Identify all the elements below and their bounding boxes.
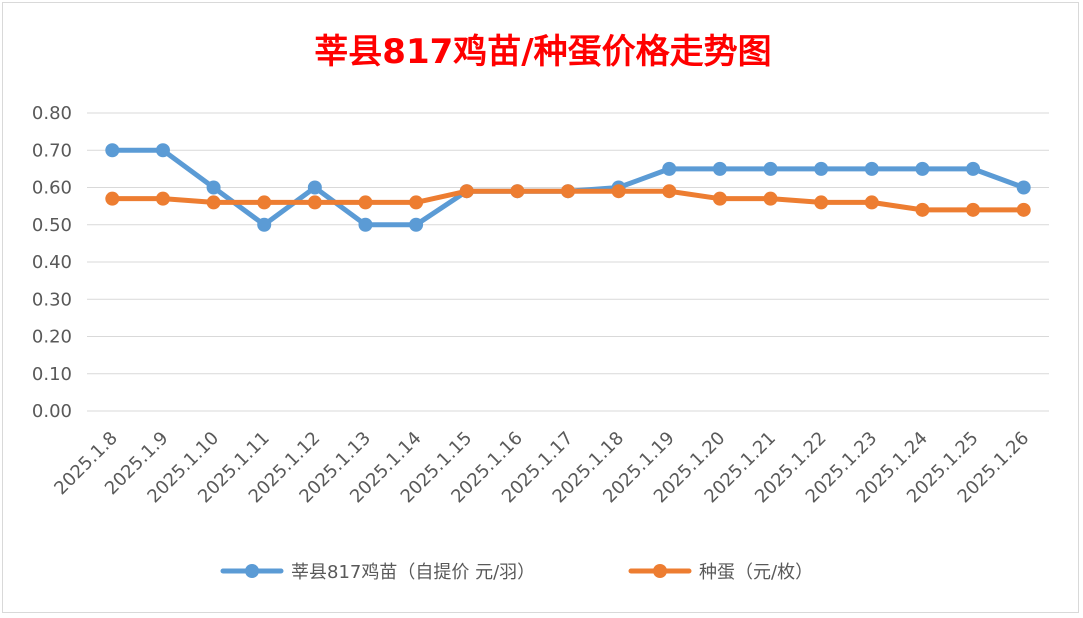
data-point	[105, 143, 120, 158]
data-point	[712, 191, 727, 206]
data-point	[966, 202, 981, 217]
chart-title: 莘县817鸡苗/种蛋价格走势图	[314, 32, 771, 72]
series-2	[105, 184, 1031, 217]
x-axis-ticks: 2025.1.82025.1.92025.1.102025.1.112025.1…	[50, 428, 1033, 508]
data-point	[763, 191, 778, 206]
data-point	[257, 195, 272, 210]
data-point	[358, 217, 373, 232]
y-tick-label: 0.30	[32, 289, 72, 310]
legend-label: 莘县817鸡苗（自提价 元/羽）	[291, 562, 535, 583]
y-tick-label: 0.60	[32, 178, 72, 199]
y-tick-label: 0.80	[32, 103, 72, 124]
data-point	[611, 184, 626, 199]
line-chart: 莘县817鸡苗/种蛋价格走势图 0.00 0.10 0.20 0.30 0.40 0.50…	[32, 32, 1049, 583]
data-point	[814, 161, 829, 176]
legend-label: 种蛋（元/枚）	[699, 562, 813, 583]
data-point	[510, 184, 525, 199]
data-point	[915, 161, 930, 176]
data-point	[307, 195, 322, 210]
data-point	[409, 195, 424, 210]
legend: 莘县817鸡苗（自提价 元/羽） 种蛋（元/枚）	[220, 562, 813, 583]
data-point	[257, 217, 272, 232]
data-point	[358, 195, 373, 210]
data-point	[864, 161, 879, 176]
data-point	[206, 180, 221, 195]
y-tick-label: 0.40	[32, 252, 72, 273]
data-point	[459, 184, 474, 199]
data-point	[864, 195, 879, 210]
data-point	[105, 191, 120, 206]
data-point	[763, 161, 778, 176]
data-point	[662, 161, 677, 176]
data-point	[155, 143, 170, 158]
y-tick-label: 0.70	[32, 140, 72, 161]
legend-marker	[245, 564, 259, 578]
data-point	[307, 180, 322, 195]
y-tick-label: 0.10	[32, 364, 72, 385]
data-point	[662, 184, 677, 199]
data-point	[966, 161, 981, 176]
legend-item: 莘县817鸡苗（自提价 元/羽）	[220, 562, 535, 583]
data-point	[814, 195, 829, 210]
gridlines	[87, 112, 1049, 412]
data-point	[1016, 180, 1031, 195]
y-axis-ticks: 0.00 0.10 0.20 0.30 0.40 0.50 0.60 0.70 0.80	[32, 103, 72, 422]
y-tick-label: 0.00	[32, 401, 72, 422]
legend-item: 种蛋（元/枚）	[628, 562, 813, 583]
data-point	[915, 202, 930, 217]
series-lines	[105, 143, 1031, 232]
data-point	[561, 184, 575, 199]
data-point	[206, 195, 221, 210]
data-point	[1016, 202, 1031, 217]
y-tick-label: 0.50	[32, 215, 72, 236]
data-point	[712, 161, 727, 176]
legend-marker	[653, 564, 667, 578]
y-tick-label: 0.20	[32, 327, 72, 348]
data-point	[409, 217, 424, 232]
data-point	[155, 191, 170, 206]
